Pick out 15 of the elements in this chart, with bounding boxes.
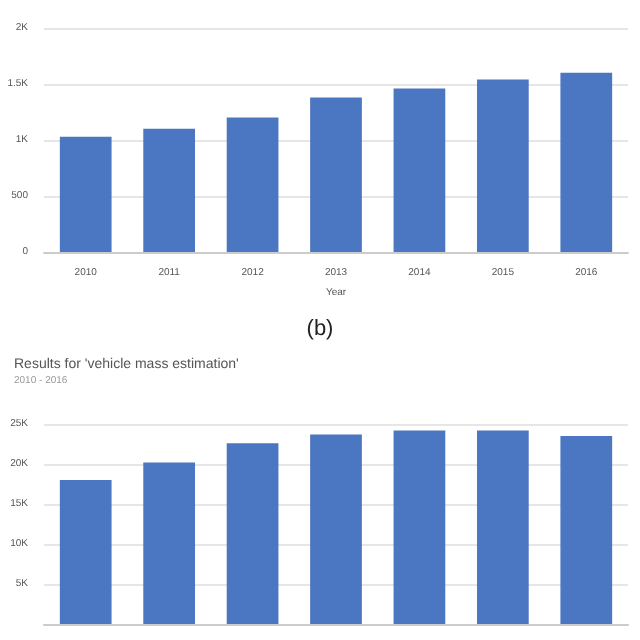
- bar: [393, 430, 446, 624]
- bar: [226, 443, 279, 624]
- bar: [476, 430, 529, 624]
- text: (b): [306, 317, 334, 341]
- bar: [476, 79, 529, 252]
- bar: [59, 480, 112, 624]
- bar: [226, 117, 279, 252]
- bar: [310, 97, 362, 252]
- bar: [560, 436, 613, 624]
- bar: [393, 88, 446, 252]
- bar: [560, 72, 613, 252]
- bar: [59, 136, 112, 252]
- bar: [310, 434, 362, 624]
- bar: [143, 128, 196, 252]
- bar: [143, 462, 196, 624]
